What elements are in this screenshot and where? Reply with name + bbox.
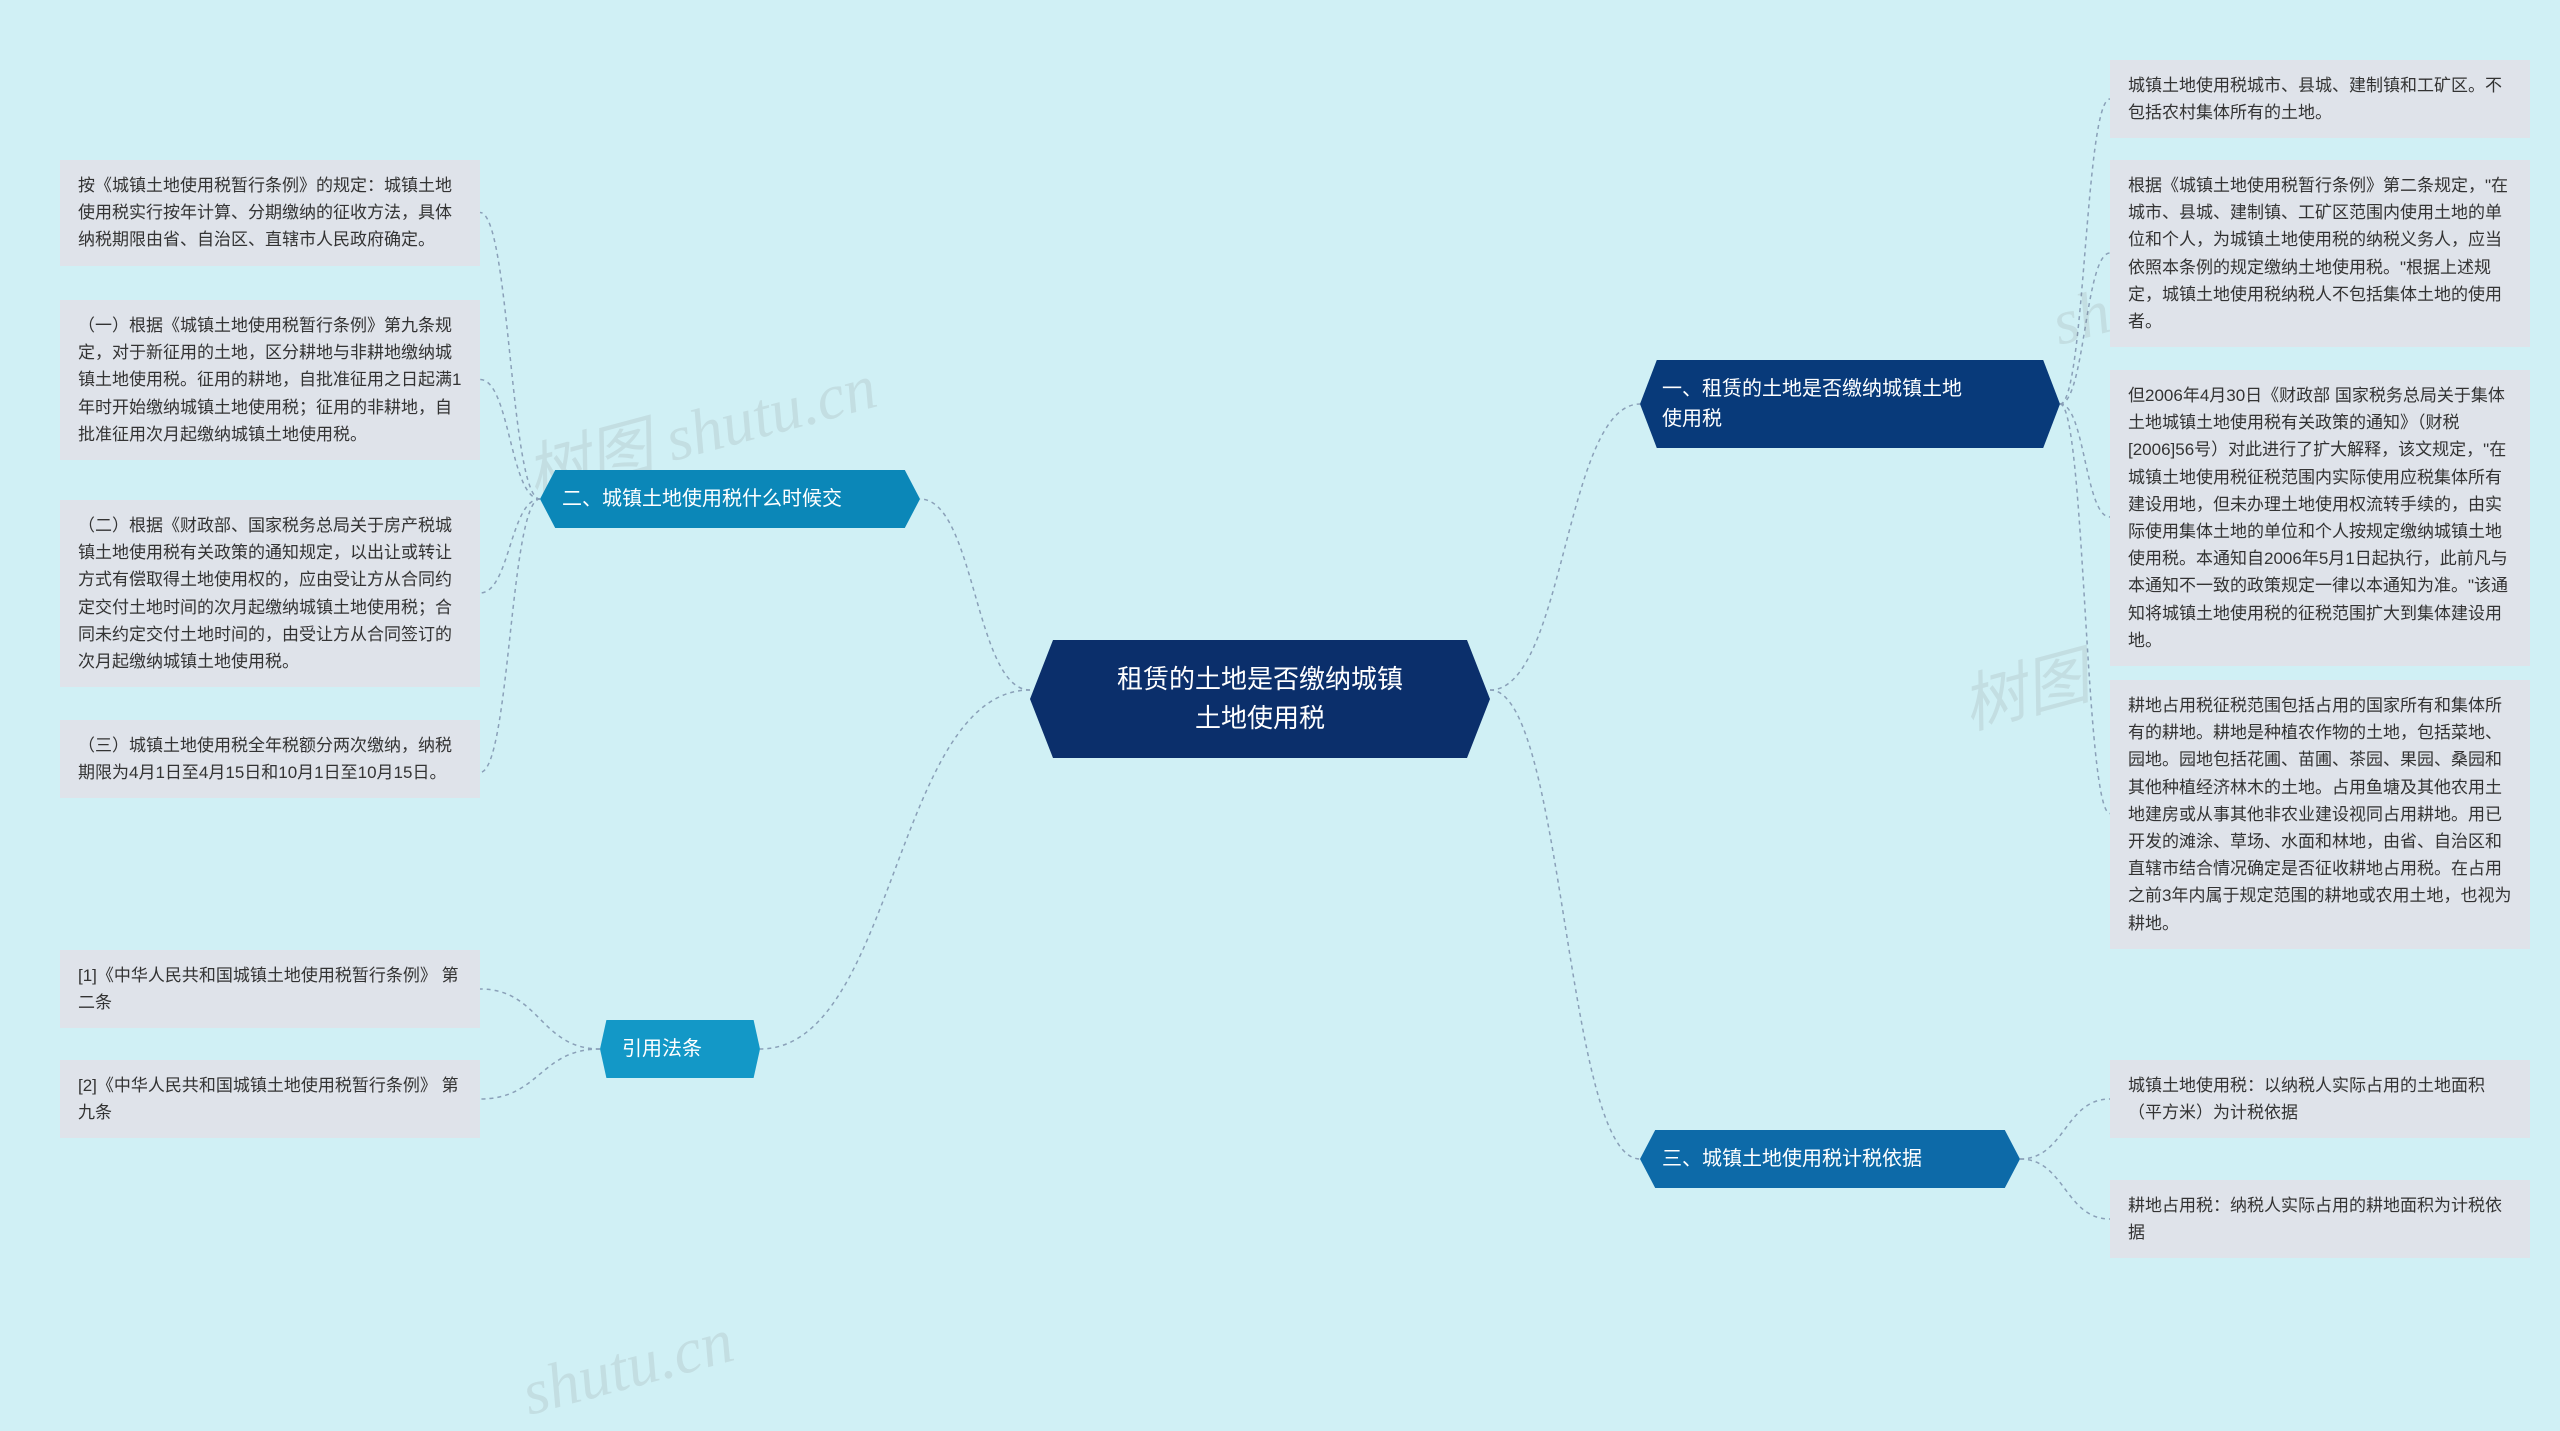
topic-node: 二、城镇土地使用税什么时候交 [540, 470, 920, 528]
watermark: shutu.cn [514, 1303, 741, 1430]
center-node: 租赁的土地是否缴纳城镇土地使用税 [1030, 640, 1490, 758]
topic-node: 三、城镇土地使用税计税依据 [1640, 1130, 2020, 1188]
leaf-node: [2]《中华人民共和国城镇土地使用税暂行条例》 第九条 [60, 1060, 480, 1138]
topic-node: 引用法条 [600, 1020, 760, 1078]
leaf-node: 但2006年4月30日《财政部 国家税务总局关于集体土地城镇土地使用税有关政策的… [2110, 370, 2530, 666]
leaf-node: 城镇土地使用税：以纳税人实际占用的土地面积（平方米）为计税依据 [2110, 1060, 2530, 1138]
leaf-node: （三）城镇土地使用税全年税额分两次缴纳，纳税期限为4月1日至4月15日和10月1… [60, 720, 480, 798]
leaf-node: 耕地占用税征税范围包括占用的国家所有和集体所有的耕地。耕地是种植农作物的土地，包… [2110, 680, 2530, 949]
leaf-node: 耕地占用税：纳税人实际占用的耕地面积为计税依据 [2110, 1180, 2530, 1258]
leaf-node: 根据《城镇土地使用税暂行条例》第二条规定，"在城市、县城、建制镇、工矿区范围内使… [2110, 160, 2530, 347]
leaf-node: [1]《中华人民共和国城镇土地使用税暂行条例》 第二条 [60, 950, 480, 1028]
leaf-node: （二）根据《财政部、国家税务总局关于房产税城镇土地使用税有关政策的通知规定，以出… [60, 500, 480, 687]
leaf-node: （一）根据《城镇土地使用税暂行条例》第九条规定，对于新征用的土地，区分耕地与非耕… [60, 300, 480, 460]
leaf-node: 按《城镇土地使用税暂行条例》的规定：城镇土地使用税实行按年计算、分期缴纳的征收方… [60, 160, 480, 266]
leaf-node: 城镇土地使用税城市、县城、建制镇和工矿区。不包括农村集体所有的土地。 [2110, 60, 2530, 138]
watermark: 树图 [1950, 625, 2097, 747]
topic-node: 一、租赁的土地是否缴纳城镇土地使用税 [1640, 360, 2060, 448]
